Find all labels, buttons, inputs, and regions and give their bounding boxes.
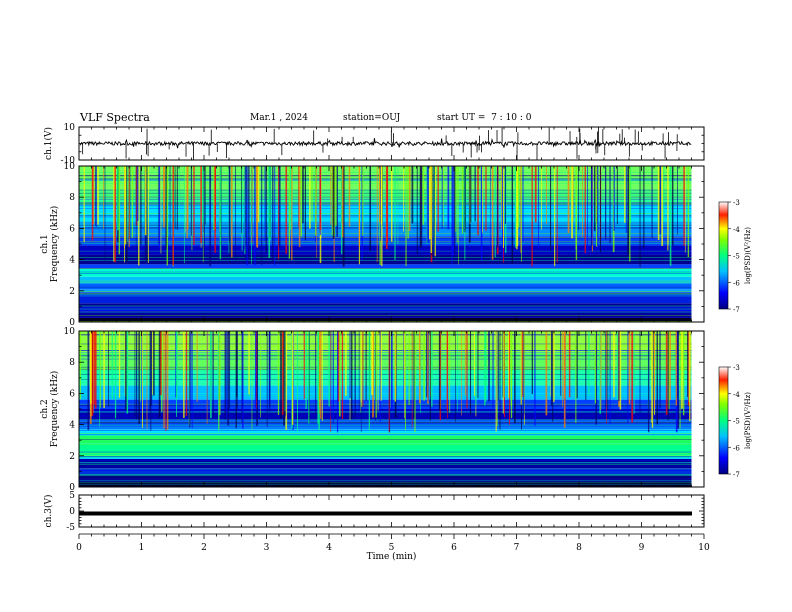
freq-band <box>79 458 692 469</box>
freq-band <box>79 311 692 318</box>
freq-band <box>79 331 692 353</box>
freq-band <box>79 455 692 459</box>
y-tick-label: 6 <box>69 224 75 234</box>
freq-band <box>79 292 692 304</box>
y-tick-label: 4 <box>69 256 75 266</box>
x-tick-label: 8 <box>576 543 582 553</box>
ch1-waveform-ylabel: ch.1(V) <box>43 127 54 160</box>
freq-band <box>79 276 692 283</box>
freq-band <box>79 419 692 430</box>
x-tick-label: 0 <box>76 543 82 553</box>
colorbar-tick-label: -5 <box>733 418 740 426</box>
colorbar-tick-label: -4 <box>733 391 740 399</box>
colorbar-tick-label: -3 <box>733 364 740 372</box>
y-tick-label: 5 <box>69 491 75 501</box>
colorbar-tick-label: -5 <box>733 253 740 261</box>
colorbar-tick-label: -4 <box>733 226 740 234</box>
x-tick-label: 6 <box>451 543 457 553</box>
x-tick-label: 9 <box>639 543 645 553</box>
ch3-waveform-ylabel: ch.3(V) <box>43 495 54 528</box>
y-tick-label: 8 <box>69 193 75 203</box>
no-data-area <box>691 166 704 322</box>
ch2-spectrogram-ylabel-frequency: Frequency (kHz) <box>49 371 60 448</box>
y-tick-label: -5 <box>66 523 75 533</box>
y-tick-label: 10 <box>64 327 76 337</box>
freq-band <box>79 468 692 475</box>
chart-title: VLF Spectra <box>80 111 150 124</box>
ch1-waveform-line <box>79 137 692 149</box>
freq-band <box>79 254 692 265</box>
freq-band <box>79 370 692 386</box>
y-tick-label: 10 <box>64 123 76 133</box>
y-tick-label: 0 <box>69 483 75 493</box>
freq-band <box>79 236 692 246</box>
freq-band <box>79 317 692 322</box>
ch1-spectrogram-ylabel-channel: ch.1 <box>40 234 50 253</box>
freq-band <box>79 222 692 237</box>
y-tick-label: 8 <box>69 358 75 368</box>
date-label: Mar.1 , 2024 <box>250 113 308 123</box>
x-tick-label: 10 <box>698 543 710 553</box>
freq-band <box>79 303 692 307</box>
ch1-spectrogram-ylabel-frequency: Frequency (kHz) <box>49 206 60 283</box>
ch1-spectrogram-heatmap <box>79 166 704 322</box>
freq-band <box>79 352 692 370</box>
freq-band <box>79 289 692 293</box>
ch1-spectrogram-colorbar <box>718 201 729 310</box>
ch2-spectrogram-ylabel-channel: ch.2 <box>40 399 50 418</box>
freq-band <box>79 474 692 483</box>
y-tick-label: 2 <box>69 287 75 297</box>
freq-band <box>79 385 692 400</box>
ch2-spectrogram-heatmap <box>79 331 704 488</box>
x-tick-label: 3 <box>264 543 270 553</box>
start-time-label: start UT = 7 : 10 : 0 <box>437 113 532 123</box>
no-data-area <box>691 331 704 487</box>
freq-band <box>79 166 692 190</box>
ch2-spectrogram-colorbar <box>718 366 729 475</box>
y-tick-label: 6 <box>69 389 75 399</box>
freq-band <box>79 264 692 269</box>
colorbar-tick-label: -7 <box>733 471 740 479</box>
ch1-spectrogram-colorbar-label: log(PSD)(V²/Hz) <box>744 227 752 284</box>
freq-band <box>79 283 692 290</box>
colorbar-tick-label: -3 <box>733 199 740 207</box>
x-tick-label: 1 <box>139 543 145 553</box>
colorbar-tick-label: -6 <box>733 279 740 287</box>
freq-band <box>79 429 692 436</box>
freq-band <box>79 409 692 420</box>
ch2-spectrogram-colorbar-label: log(PSD)(V²/Hz) <box>744 392 752 449</box>
freq-band <box>79 482 692 487</box>
station-label: station=OUJ <box>343 113 401 123</box>
freq-band <box>79 443 692 456</box>
x-tick-label: 5 <box>389 543 395 553</box>
x-tick-label: 7 <box>514 543 520 553</box>
y-tick-label: 0 <box>69 507 75 517</box>
y-tick-label: -10 <box>61 156 76 166</box>
y-tick-label: 4 <box>69 421 75 431</box>
x-axis-label: Time (min) <box>367 551 417 562</box>
y-tick-label: 0 <box>69 318 75 328</box>
colorbar-tick-label: -6 <box>733 444 740 452</box>
x-tick-label: 4 <box>326 543 332 553</box>
y-tick-label: 2 <box>69 452 75 462</box>
freq-band <box>79 268 692 277</box>
colorbar-tick-label: -7 <box>733 306 740 314</box>
x-tick-label: 2 <box>201 543 207 553</box>
y-tick-label: 10 <box>64 162 76 172</box>
